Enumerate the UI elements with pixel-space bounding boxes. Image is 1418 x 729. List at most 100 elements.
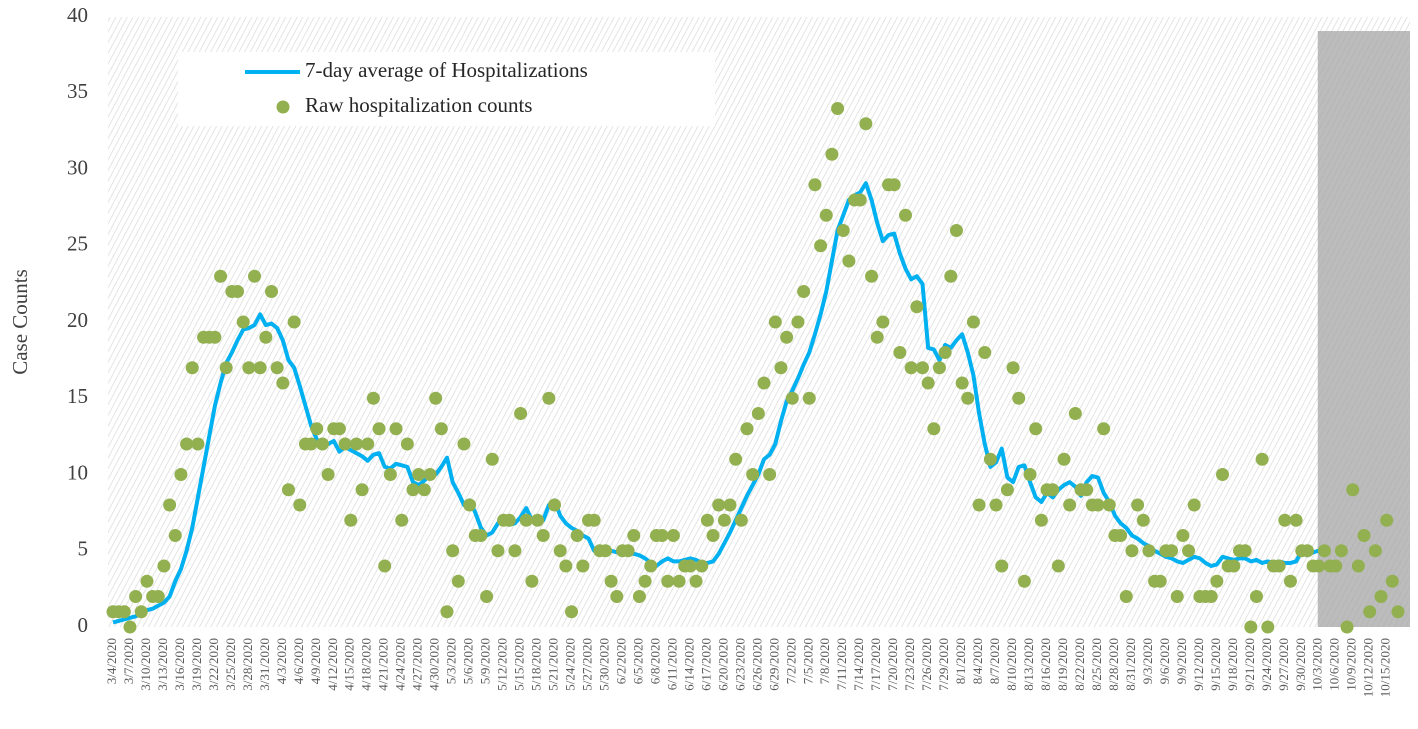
raw-point	[281, 483, 295, 497]
x-tick-label: 6/2/2020	[613, 638, 628, 684]
raw-point	[774, 361, 788, 375]
raw-point	[717, 513, 731, 527]
raw-point	[1351, 559, 1365, 573]
x-tick-label: 4/30/2020	[427, 638, 442, 691]
x-tick-label: 6/14/2020	[681, 638, 696, 691]
raw-point	[1204, 590, 1218, 603]
raw-point	[236, 315, 250, 329]
x-tick-label: 4/6/2020	[291, 638, 306, 684]
raw-point	[474, 529, 488, 542]
raw-point	[746, 468, 760, 481]
raw-point	[400, 437, 414, 451]
raw-point	[157, 559, 171, 573]
raw-point	[1278, 513, 1292, 527]
y-tick-label: 5	[78, 537, 89, 561]
raw-point	[666, 529, 680, 542]
raw-point	[870, 330, 884, 344]
raw-point	[932, 361, 946, 375]
raw-point	[683, 559, 697, 573]
raw-point	[632, 590, 646, 603]
raw-point	[1068, 407, 1082, 420]
raw-point	[842, 254, 856, 268]
raw-point	[366, 391, 380, 405]
raw-point	[961, 391, 975, 405]
raw-point	[457, 437, 471, 451]
x-tick-label: 3/10/2020	[138, 638, 153, 691]
raw-point	[129, 590, 143, 603]
raw-point	[570, 529, 584, 542]
y-tick-label: 40	[67, 3, 88, 27]
raw-point	[1136, 513, 1150, 527]
x-tick-label: 6/23/2020	[732, 638, 747, 691]
raw-point	[412, 468, 426, 481]
raw-point	[1102, 498, 1116, 512]
raw-point	[378, 559, 392, 573]
y-tick-label: 35	[67, 79, 88, 103]
raw-point	[865, 269, 879, 283]
raw-point	[1029, 422, 1043, 436]
x-tick-label: 6/26/2020	[749, 638, 764, 691]
raw-point	[383, 468, 397, 481]
x-tick-label: 3/19/2020	[189, 638, 204, 691]
raw-point	[706, 529, 720, 542]
raw-point	[1176, 529, 1190, 542]
x-tick-label: 8/16/2020	[1038, 638, 1053, 691]
raw-point	[757, 376, 771, 390]
raw-point	[689, 574, 703, 588]
raw-point	[1182, 544, 1196, 558]
y-axis-title: Case Counts	[8, 269, 32, 375]
raw-point	[1046, 483, 1060, 497]
raw-point	[174, 468, 188, 481]
raw-point	[989, 498, 1003, 512]
raw-point	[270, 361, 284, 375]
highlight-region	[1317, 31, 1410, 627]
raw-point	[1034, 513, 1048, 527]
legend-marker	[276, 100, 290, 114]
raw-point	[134, 605, 148, 619]
raw-point	[587, 513, 601, 527]
raw-point	[808, 178, 822, 192]
x-tick-label: 9/18/2020	[1225, 638, 1240, 691]
raw-point	[1261, 620, 1275, 634]
raw-point	[1357, 529, 1371, 542]
raw-point	[248, 269, 262, 283]
raw-point	[1329, 559, 1343, 573]
x-tick-label: 8/31/2020	[1123, 638, 1138, 691]
raw-point	[938, 346, 952, 359]
raw-point	[983, 452, 997, 466]
raw-point	[661, 574, 675, 588]
raw-point	[819, 208, 833, 222]
raw-point	[519, 513, 533, 527]
x-tick-label: 10/12/2020	[1361, 638, 1376, 697]
raw-point	[372, 422, 386, 436]
x-tick-label: 5/27/2020	[579, 638, 594, 691]
raw-point	[536, 529, 550, 542]
raw-point	[542, 391, 556, 405]
raw-point	[502, 513, 516, 527]
raw-point	[768, 315, 782, 329]
raw-point	[1012, 391, 1026, 405]
x-tick-label: 5/18/2020	[529, 638, 544, 691]
raw-point	[644, 559, 658, 573]
raw-point	[565, 605, 579, 619]
raw-point	[395, 513, 409, 527]
raw-point	[338, 437, 352, 451]
raw-point	[208, 330, 222, 344]
raw-point	[548, 498, 562, 512]
raw-point	[1063, 498, 1077, 512]
x-tick-label: 8/1/2020	[953, 638, 968, 684]
raw-point	[1227, 559, 1241, 573]
raw-point	[446, 544, 460, 558]
x-tick-label: 3/22/2020	[206, 638, 221, 691]
raw-point	[1017, 574, 1031, 588]
raw-point	[1131, 498, 1145, 512]
raw-point	[610, 590, 624, 603]
raw-point	[1097, 422, 1111, 436]
raw-point	[1380, 513, 1394, 527]
x-tick-label: 9/24/2020	[1259, 638, 1274, 691]
raw-point	[1006, 361, 1020, 375]
raw-point	[1368, 544, 1382, 558]
raw-point	[893, 346, 907, 359]
legend-label: Raw hospitalization counts	[305, 93, 532, 117]
raw-point	[972, 498, 986, 512]
